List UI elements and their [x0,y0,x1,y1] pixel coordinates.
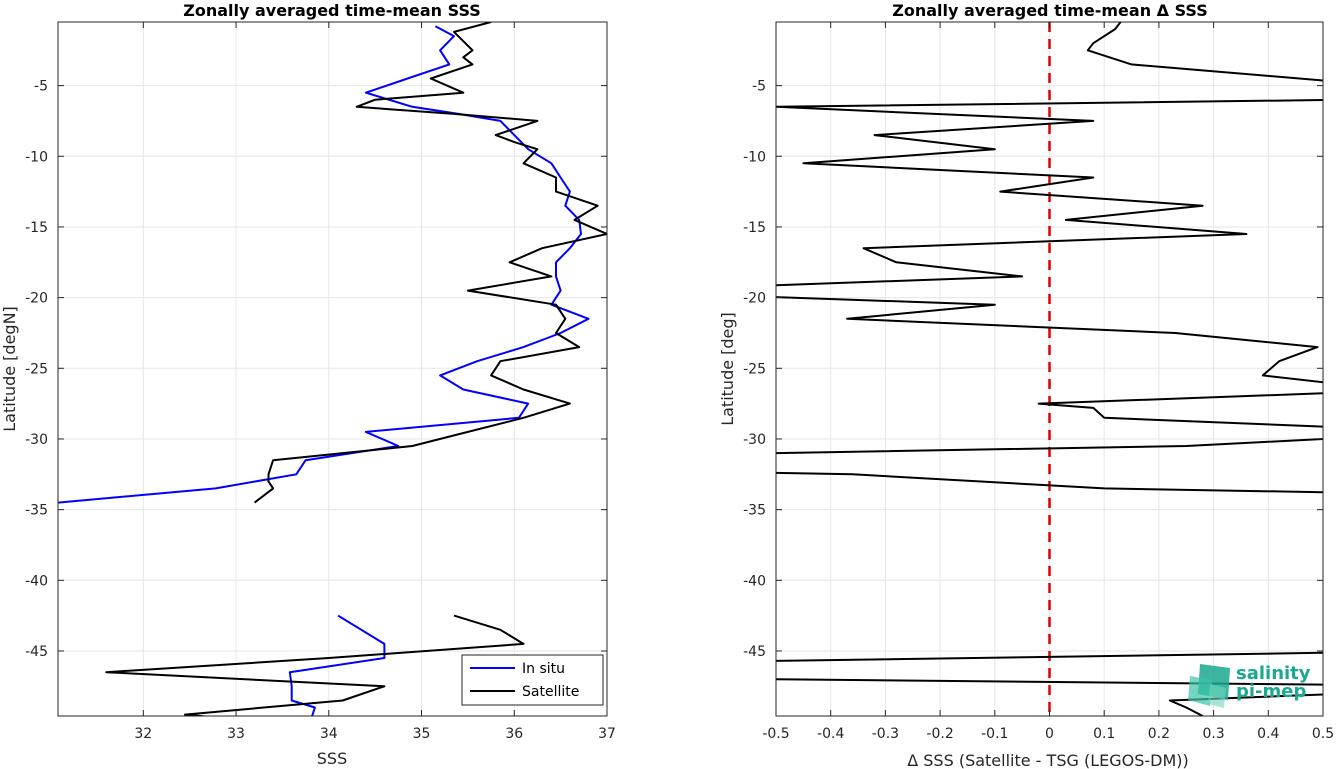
x-tick-label: -0.1 [981,726,1008,742]
x-tick-label: -0.4 [817,726,844,742]
delta-sss-line-segment [776,651,1323,662]
x-tick-label: 0.3 [1202,726,1224,742]
x-tick-label: 35 [413,726,431,742]
y-tick-label: -30 [25,432,48,448]
left-x-axis-label: SSS [317,749,347,768]
x-tick-label: 0.2 [1148,726,1170,742]
left-axes-box [57,21,608,717]
legend-box [461,654,604,706]
delta-sss-line-segment [1037,392,1323,428]
y-tick-label: -40 [25,573,48,589]
y-tick-label: -5 [34,79,48,95]
x-tick-label: -0.5 [762,726,789,742]
delta-sss-line-segment [776,437,1323,455]
x-tick-label: 0.1 [1093,726,1115,742]
left-series [58,22,607,716]
y-tick-label: -15 [25,220,48,236]
in-situ-line-segment [58,25,590,504]
delta-sss-line-segment [776,99,1323,287]
left-y-axis-label: Latitude [degN] [0,306,19,432]
x-tick-label: 0.4 [1257,726,1279,742]
logo-text-line1: salinity [1236,663,1311,684]
delta-sss-line-segment [776,678,1323,686]
y-tick-label: -35 [25,503,48,519]
y-tick-label: -20 [743,291,766,307]
logo-text-line2: pi-mep [1236,681,1306,702]
x-tick-label: 33 [227,726,245,742]
y-tick-label: -10 [25,149,48,165]
left-chart-title: Zonally averaged time-mean SSS [183,1,481,20]
delta-sss-line-segment [1086,22,1323,82]
y-tick-label: -25 [25,361,48,377]
y-tick-label: -5 [752,79,766,95]
x-tick-label: 37 [598,726,616,742]
y-tick-label: -10 [743,149,766,165]
right-ticks: -0.5 -0.4 -0.3 -0.2 -0.1 0 0.1 0.2 0.3 0.4 0.5 -5 -1… [743,22,1334,742]
right-y-axis-label: Latitude [deg] [718,312,737,426]
y-tick-label: -15 [743,220,766,236]
right-chart-title: Zonally averaged time-mean Δ SSS [892,1,1208,20]
y-tick-label: -20 [25,291,48,307]
salinity-pi-mep-logo: salinity pi-mep [1188,663,1311,708]
logo-mark-icon [1188,664,1230,708]
satellite-line-segment [105,614,525,716]
right-x-axis-label: Δ SSS (Satellite - TSG (LEGOS-DM)) [907,751,1189,769]
delta-sss-line-segment [776,471,1323,494]
y-tick-label: -30 [743,432,766,448]
in-situ-line-segment [288,614,386,716]
x-tick-label: 0 [1045,726,1054,742]
satellite-line-segment [253,22,607,504]
x-tick-label: 36 [505,726,523,742]
x-tick-label: -0.2 [926,726,953,742]
right-series [776,22,1323,716]
y-tick-label: -35 [743,503,766,519]
legend: In situ Satellite [461,654,604,706]
delta-sss-line-segment [1168,693,1323,716]
x-tick-label: 34 [320,726,338,742]
legend-label-in-situ: In situ [522,661,565,677]
y-tick-label: -45 [25,644,48,660]
y-tick-label: -40 [743,573,766,589]
left-chart: 32 33 34 35 36 37 -5 -10 -15 -20 -25 -30 -35 -40 -45 Z… [0,1,616,768]
y-tick-label: -25 [743,361,766,377]
delta-sss-line-segment [776,296,1323,384]
legend-label-satellite: Satellite [522,684,579,700]
left-ticks: 32 33 34 35 36 37 -5 -10 -15 -20 -25 -30 -35 -40 -45 [25,22,616,742]
x-tick-label: 32 [134,726,152,742]
x-tick-label: 0.5 [1312,726,1334,742]
x-tick-label: -0.3 [872,726,899,742]
right-chart: -0.5 -0.4 -0.3 -0.2 -0.1 0 0.1 0.2 0.3 0.4 0.5 -5 -1… [718,1,1334,769]
y-tick-label: -45 [743,644,766,660]
